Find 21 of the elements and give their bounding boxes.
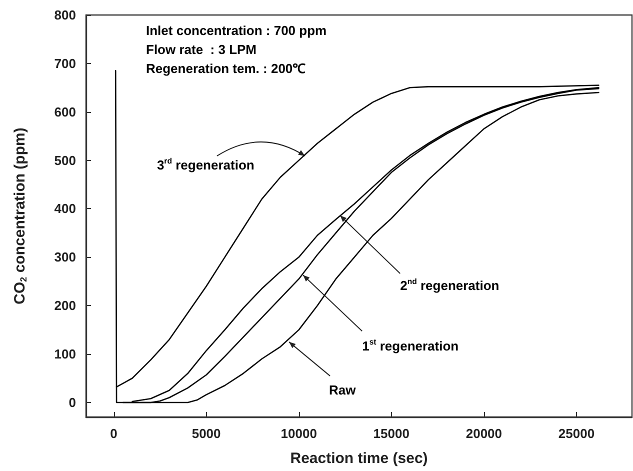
y-tick-label: 800: [54, 8, 76, 22]
y-tick-label: 500: [54, 152, 76, 168]
y-tick-label: 200: [54, 298, 76, 314]
annotation: Regeneration tem. : 200℃: [146, 61, 306, 76]
x-tick-label: 15000: [373, 426, 410, 441]
y-tick-label: 600: [54, 104, 76, 120]
y-tick-label: 100: [54, 346, 76, 362]
annotation: Flow rate : 3 LPM: [146, 42, 257, 57]
y-axis-title: CO2 concentration (ppm): [11, 128, 28, 304]
x-tick-label: 0: [110, 426, 118, 441]
x-axis-title: Reaction time (sec): [290, 450, 428, 467]
y-tick-label: 700: [54, 56, 76, 71]
x-tick-label: 25000: [558, 426, 595, 441]
annotation: Inlet concentration : 700 ppm: [146, 23, 327, 38]
y-tick-label: 400: [54, 201, 76, 216]
x-tick-label: 5000: [192, 426, 221, 441]
x-tick-label: 10000: [280, 426, 317, 441]
x-tick-label: 20000: [466, 426, 502, 441]
annotation: Raw: [329, 382, 357, 398]
y-tick-label: 300: [54, 250, 76, 265]
y-tick-label: 0: [68, 394, 76, 410]
